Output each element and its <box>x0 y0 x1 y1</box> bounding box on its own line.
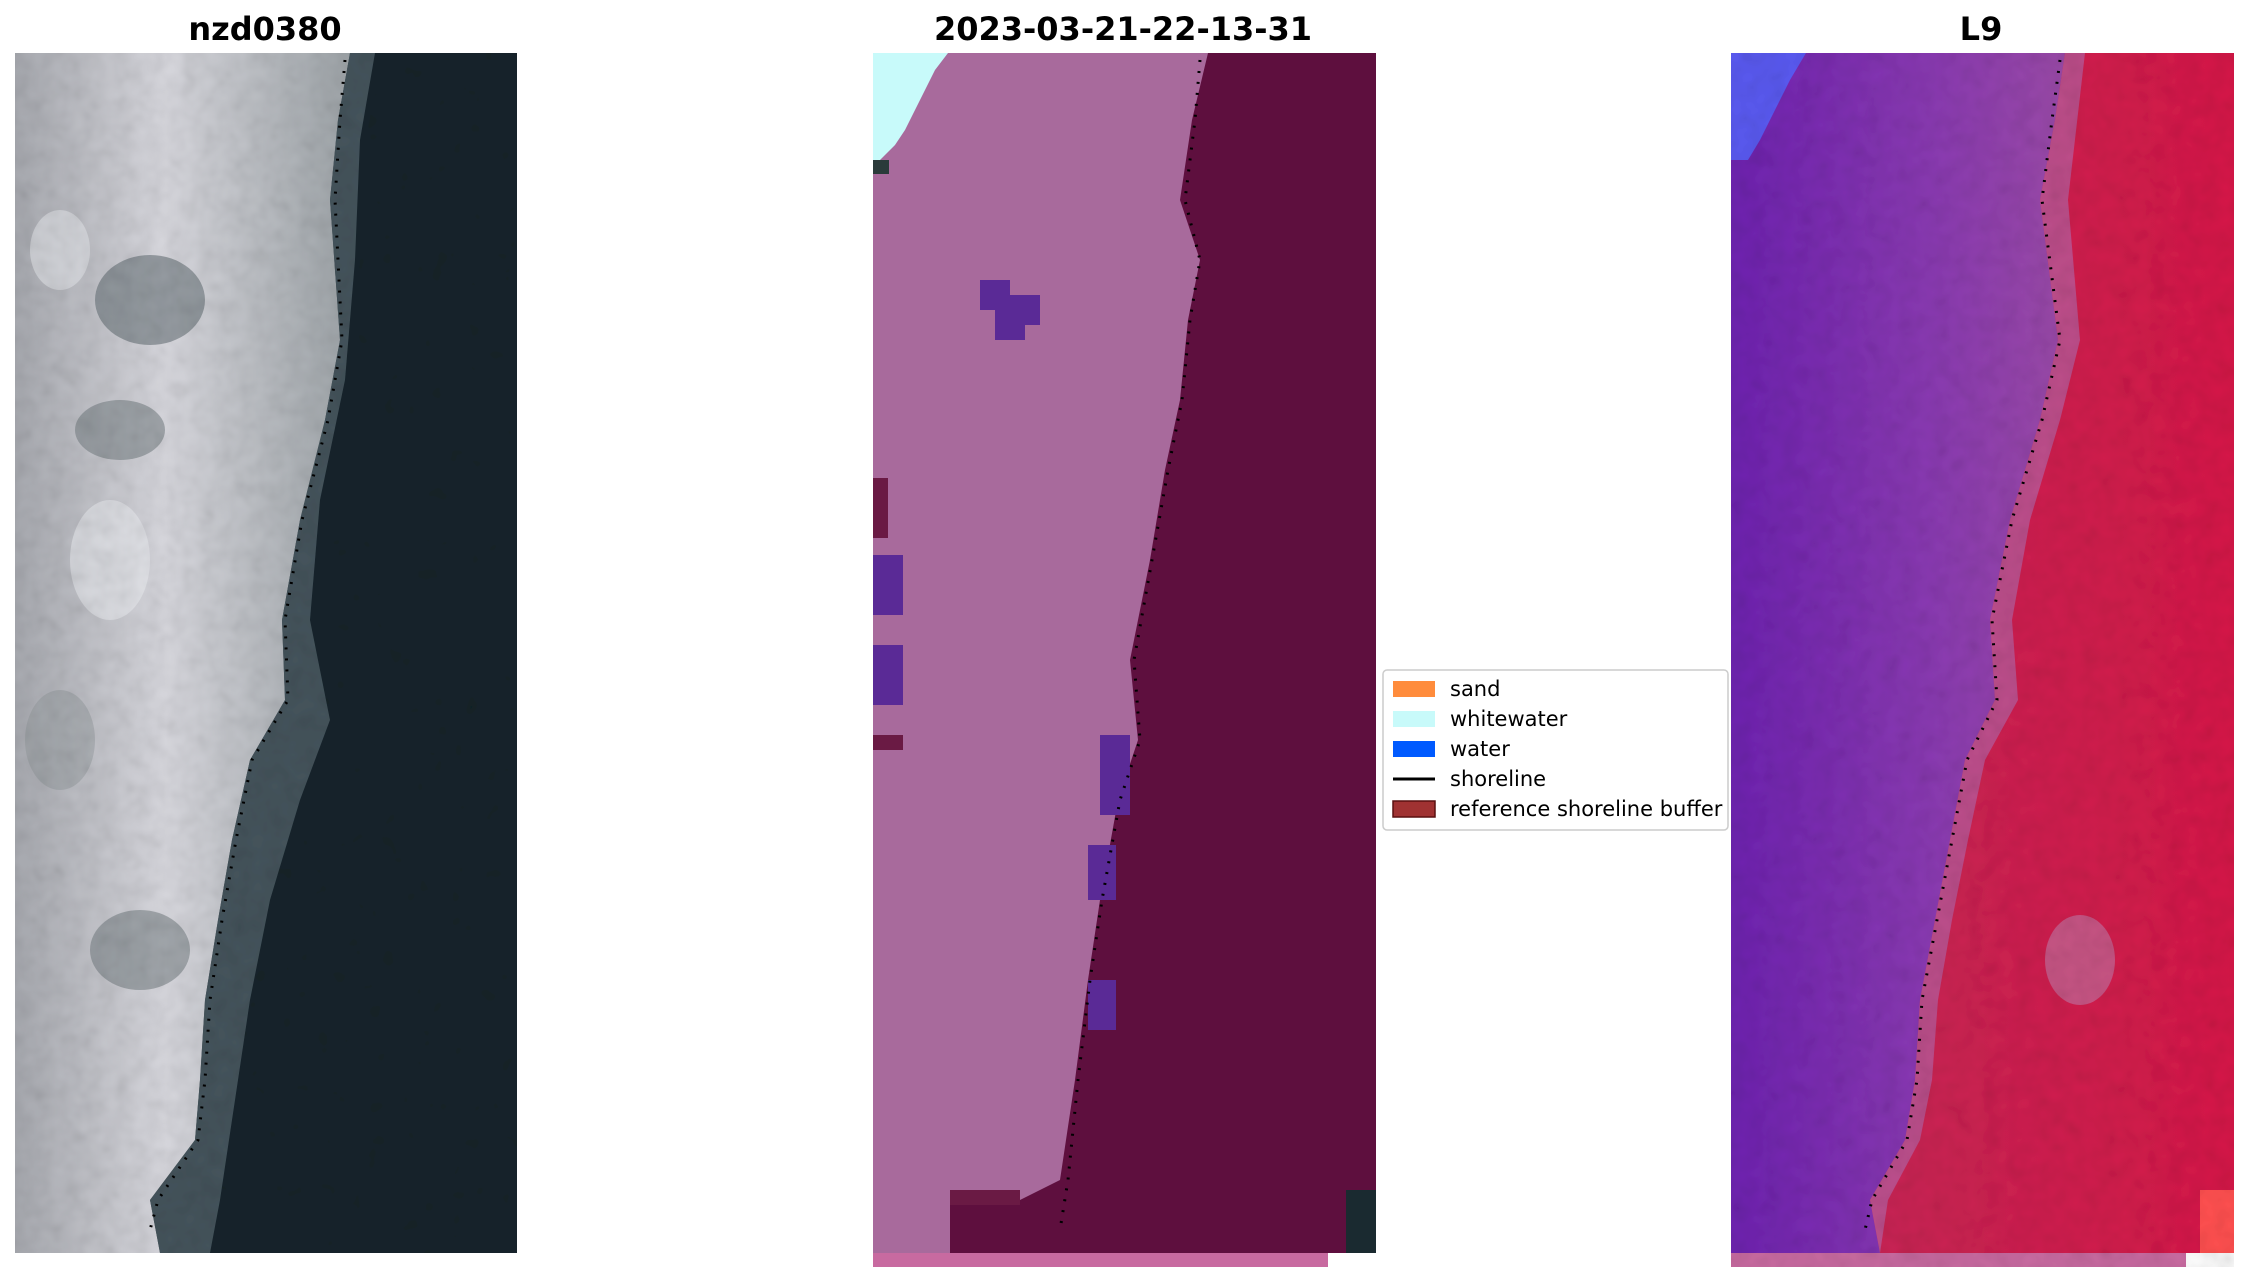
index-image <box>1731 53 2234 1267</box>
panel-title-index: L9 <box>1960 10 2003 48</box>
panel-title-classified: 2023-03-21-22-13-31 <box>934 10 1312 48</box>
legend-label-reference-buffer: reference shoreline buffer <box>1450 797 1723 821</box>
legend-item-shoreline: shoreline <box>1393 767 1546 791</box>
panel-index: L9 <box>1731 10 2234 1267</box>
legend-item-whitewater: whitewater <box>1393 707 1568 731</box>
legend-frame <box>1382 669 1729 831</box>
legend-swatch-water <box>1393 741 1435 757</box>
legend-label-sand: sand <box>1450 677 1500 701</box>
classified-image <box>873 53 1376 1267</box>
legend-item-sand: sand <box>1393 677 1500 701</box>
legend-swatch-reference-buffer <box>1392 800 1436 818</box>
legend-swatch-sand <box>1393 681 1435 697</box>
legend-item-reference-buffer: reference shoreline buffer <box>1392 797 1723 821</box>
legend-label-shoreline: shoreline <box>1450 767 1546 791</box>
legend: sand whitewater water shoreline referenc… <box>1382 669 1729 831</box>
legend-label-whitewater: whitewater <box>1450 707 1568 731</box>
legend-swatch-whitewater <box>1393 711 1435 727</box>
legend-label-water: water <box>1450 737 1510 761</box>
panel-rgb: nzd0380 <box>15 10 517 1253</box>
shoreline-rgb <box>148 59 347 1231</box>
rgb-image <box>15 53 517 1253</box>
panel-classified: 2023-03-21-22-13-31 <box>873 10 1376 1267</box>
panel-title-rgb: nzd0380 <box>188 10 341 48</box>
legend-item-water: water <box>1393 737 1510 761</box>
